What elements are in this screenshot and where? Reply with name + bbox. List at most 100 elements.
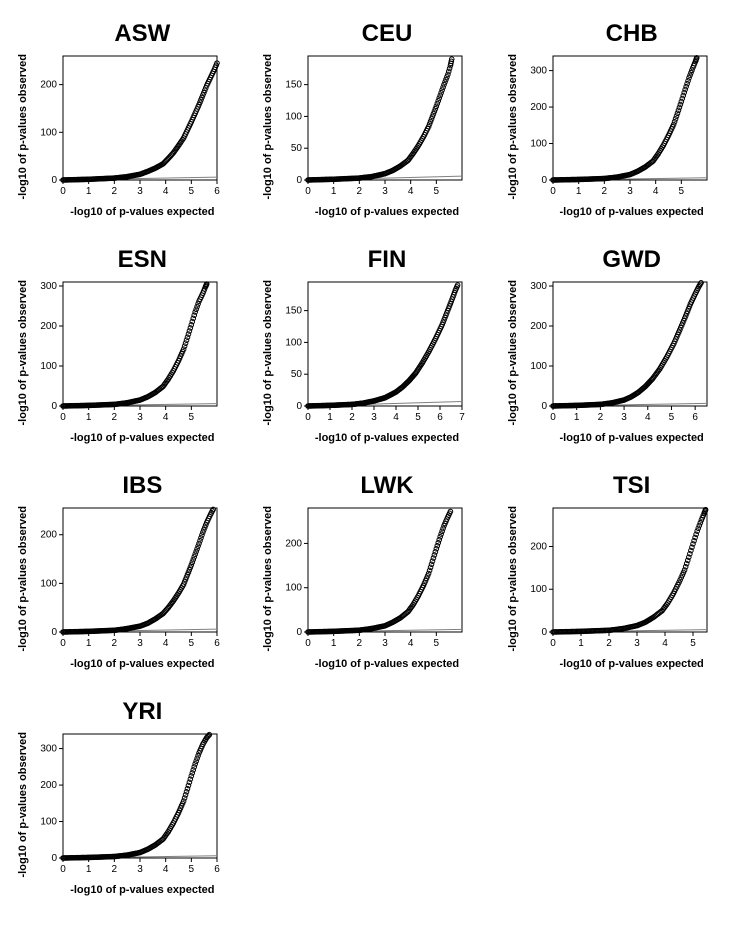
y-axis-label: -log10 of p-values observed	[262, 54, 274, 199]
svg-text:200: 200	[41, 780, 58, 791]
qq-panel-ceu: CEU-log10 of p-values observed0123450501…	[262, 20, 472, 218]
svg-text:4: 4	[653, 186, 659, 197]
svg-text:0: 0	[541, 627, 547, 638]
x-axis-label: -log10 of p-values expected	[57, 432, 227, 444]
svg-text:5: 5	[690, 638, 696, 649]
panel-title: IBS	[57, 472, 227, 500]
svg-text:200: 200	[285, 538, 302, 549]
qq-points	[550, 281, 703, 409]
panel-title: CHB	[547, 20, 717, 48]
svg-text:300: 300	[41, 281, 58, 292]
svg-text:100: 100	[41, 578, 58, 589]
qq-points	[306, 57, 454, 182]
svg-text:2: 2	[601, 186, 607, 197]
svg-text:0: 0	[61, 864, 67, 875]
svg-text:0: 0	[61, 638, 67, 649]
svg-text:6: 6	[215, 638, 221, 649]
qq-panel-gwd: GWD-log10 of p-values observed0123456010…	[507, 246, 717, 444]
svg-text:5: 5	[678, 186, 684, 197]
y-axis-label: -log10 of p-values observed	[17, 506, 29, 651]
svg-text:3: 3	[382, 186, 388, 197]
svg-text:1: 1	[86, 186, 92, 197]
svg-text:1: 1	[331, 186, 337, 197]
y-axis-label: -log10 of p-values observed	[17, 732, 29, 877]
svg-text:1: 1	[327, 412, 333, 423]
svg-text:5: 5	[668, 412, 674, 423]
svg-text:300: 300	[530, 281, 547, 292]
svg-text:3: 3	[382, 638, 388, 649]
qq-points	[550, 56, 698, 183]
svg-text:0: 0	[550, 412, 556, 423]
svg-text:200: 200	[530, 321, 547, 332]
svg-text:5: 5	[189, 186, 195, 197]
qq-points	[550, 507, 707, 634]
svg-text:3: 3	[138, 638, 144, 649]
svg-text:0: 0	[52, 175, 58, 186]
qq-panel-lwk: LWK-log10 of p-values observed0123450100…	[262, 472, 472, 670]
svg-text:0: 0	[296, 627, 302, 638]
qq-panel-yri: YRI-log10 of p-values observed0123456010…	[17, 698, 227, 896]
svg-text:1: 1	[574, 412, 580, 423]
svg-text:100: 100	[285, 111, 302, 122]
panel-title: CEU	[302, 20, 472, 48]
svg-text:0: 0	[296, 175, 302, 186]
svg-text:5: 5	[189, 412, 195, 423]
qq-plot-svg: 01234567050100150	[276, 278, 466, 428]
svg-text:3: 3	[138, 412, 144, 423]
svg-text:6: 6	[215, 186, 221, 197]
svg-text:200: 200	[41, 530, 58, 541]
panel-title: TSI	[547, 472, 717, 500]
svg-text:0: 0	[550, 638, 556, 649]
x-axis-label: -log10 of p-values expected	[57, 206, 227, 218]
svg-text:4: 4	[645, 412, 651, 423]
svg-text:5: 5	[415, 412, 421, 423]
qq-plot-svg: 012345050100150	[276, 52, 466, 202]
qq-plot-svg: 0123450100200300	[31, 278, 221, 428]
qq-plot-svg: 0123450100200300	[521, 52, 711, 202]
svg-text:5: 5	[189, 638, 195, 649]
svg-text:7: 7	[459, 412, 465, 423]
svg-text:1: 1	[86, 412, 92, 423]
svg-text:3: 3	[627, 186, 633, 197]
svg-text:100: 100	[41, 127, 58, 138]
x-axis-label: -log10 of p-values expected	[57, 658, 227, 670]
qq-panel-tsi: TSI-log10 of p-values observed0123450100…	[507, 472, 717, 670]
svg-text:0: 0	[52, 401, 58, 412]
qq-plot-svg: 01234560100200	[31, 52, 221, 202]
svg-text:100: 100	[41, 361, 58, 372]
svg-text:0: 0	[541, 401, 547, 412]
x-axis-label: -log10 of p-values expected	[547, 432, 717, 444]
svg-text:5: 5	[434, 186, 440, 197]
svg-text:100: 100	[285, 337, 302, 348]
x-axis-label: -log10 of p-values expected	[302, 206, 472, 218]
svg-text:0: 0	[296, 401, 302, 412]
y-axis-label: -log10 of p-values observed	[507, 54, 519, 199]
svg-text:2: 2	[349, 412, 355, 423]
y-axis-label: -log10 of p-values observed	[262, 506, 274, 651]
svg-text:4: 4	[393, 412, 399, 423]
svg-text:4: 4	[662, 638, 668, 649]
x-axis-label: -log10 of p-values expected	[547, 206, 717, 218]
panel-title: LWK	[302, 472, 472, 500]
svg-text:2: 2	[112, 186, 118, 197]
svg-text:0: 0	[52, 627, 58, 638]
svg-text:2: 2	[112, 638, 118, 649]
svg-text:4: 4	[408, 186, 414, 197]
qq-points	[61, 282, 209, 409]
qq-points	[306, 509, 453, 634]
qq-points	[306, 283, 460, 408]
svg-text:6: 6	[692, 412, 698, 423]
svg-text:3: 3	[138, 864, 144, 875]
svg-text:1: 1	[86, 864, 92, 875]
svg-text:3: 3	[371, 412, 377, 423]
svg-text:1: 1	[578, 638, 584, 649]
svg-text:100: 100	[285, 583, 302, 594]
svg-text:1: 1	[331, 638, 337, 649]
x-axis-label: -log10 of p-values expected	[302, 432, 472, 444]
svg-text:200: 200	[530, 541, 547, 552]
qq-points	[61, 61, 220, 182]
qq-plot-svg: 01234560100200300	[521, 278, 711, 428]
qq-panel-esn: ESN-log10 of p-values observed0123450100…	[17, 246, 227, 444]
svg-text:200: 200	[530, 102, 547, 113]
qq-plot-svg: 01234560100200300	[31, 730, 221, 880]
